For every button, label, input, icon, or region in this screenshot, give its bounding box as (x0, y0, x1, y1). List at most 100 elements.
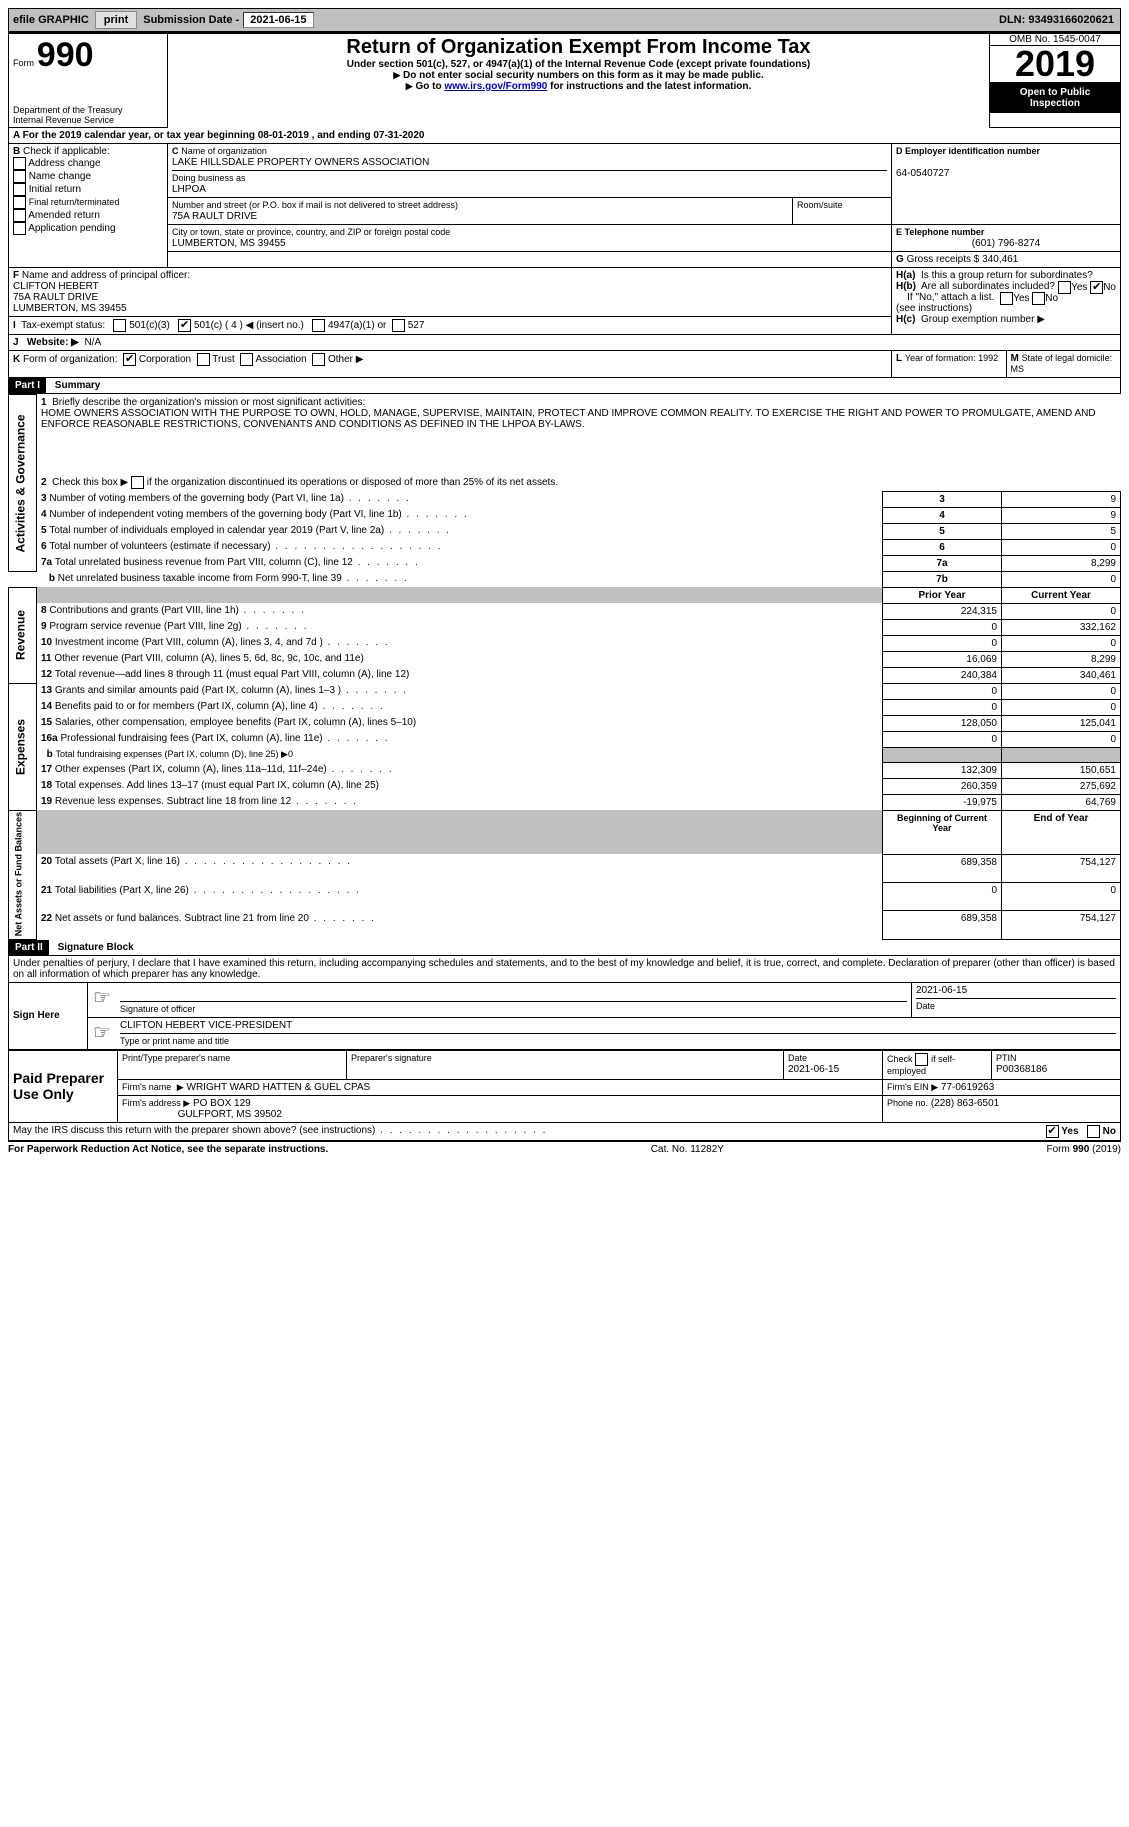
hb-no-checkbox[interactable] (1032, 292, 1045, 305)
exp-line-17: 17 Other expenses (Part IX, column (A), … (9, 762, 1121, 778)
org-name-label: Name of organization (181, 146, 267, 156)
discontinued-checkbox[interactable] (131, 476, 144, 489)
tax-year-begin: 08-01-2019 (258, 130, 309, 141)
amended-return-checkbox[interactable] (13, 209, 26, 222)
efile-label: efile GRAPHIC (9, 14, 93, 26)
rev-line-10: 10 Investment income (Part VIII, column … (9, 635, 1121, 651)
signature-block: Sign Here ☞ Signature of officer 2021-06… (8, 982, 1121, 1050)
form-title: Return of Organization Exempt From Incom… (172, 36, 985, 59)
firm-ein-value: 77-0619263 (941, 1082, 994, 1093)
final-return-checkbox[interactable] (13, 196, 26, 209)
website-value: N/A (84, 337, 101, 348)
ha-no-label: No (1103, 282, 1116, 293)
box-f-label: F (13, 270, 19, 281)
initial-return-checkbox[interactable] (13, 183, 26, 196)
ha-no-checkbox[interactable] (1090, 281, 1103, 294)
city-value: LUMBERTON, MS 39455 (172, 238, 286, 249)
address-change-label: Address change (28, 158, 100, 169)
street-value: 75A RAULT DRIVE (172, 211, 257, 222)
4947-checkbox[interactable] (312, 319, 325, 332)
ha-yes-label: Yes (1071, 282, 1087, 293)
assoc-label: Association (256, 354, 307, 365)
discuss-yes-checkbox[interactable] (1046, 1125, 1059, 1138)
cat-number: Cat. No. 11282Y (651, 1144, 724, 1155)
vlabel-expenses: Expenses (9, 683, 37, 810)
print-button[interactable]: print (95, 11, 137, 29)
dept-treasury: Department of the Treasury (13, 105, 163, 115)
application-pending-checkbox[interactable] (13, 222, 26, 235)
box-i-label: I (13, 320, 16, 331)
other-label: Other ▶ (328, 354, 363, 365)
corp-checkbox[interactable] (123, 353, 136, 366)
dba-label: Doing business as (172, 173, 246, 183)
submission-date-value: 2021-06-15 (243, 12, 313, 28)
dln-label: DLN: (999, 14, 1028, 26)
type-name-label: Type or print name and title (120, 1036, 229, 1046)
application-pending-label: Application pending (28, 223, 115, 234)
part2-header: Part II (9, 940, 49, 955)
tax-year-end: 07-31-2020 (373, 130, 424, 141)
vlabel-balances: Net Assets or Fund Balances (9, 810, 37, 939)
check-label: Check (887, 1054, 913, 1064)
bal-line-22: 22 Net assets or fund balances. Subtract… (9, 911, 1121, 939)
line-a-text: For the 2019 calendar year, or tax year … (23, 130, 258, 141)
l5-num: 5 (41, 525, 47, 536)
discuss-no-checkbox[interactable] (1087, 1125, 1100, 1138)
name-change-checkbox[interactable] (13, 170, 26, 183)
final-return-label: Final return/terminated (29, 197, 120, 207)
vlabel-revenue: Revenue (9, 587, 37, 683)
city-label: City or town, state or province, country… (172, 227, 450, 237)
footer-year: (2019) (1089, 1144, 1121, 1155)
firm-name-label: Firm's name (122, 1082, 171, 1092)
street-label: Number and street (or P.O. box if mail i… (172, 200, 458, 210)
l4-text: Number of independent voting members of … (49, 509, 468, 520)
note-ssn: Do not enter social security numbers on … (403, 70, 764, 81)
website-label: Website: ▶ (27, 337, 79, 348)
org-name: LAKE HILLSDALE PROPERTY OWNERS ASSOCIATI… (172, 157, 429, 168)
phone-label: E Telephone number (896, 227, 984, 237)
box-l-label: L (896, 353, 902, 364)
bal-line-20: 20 Total assets (Part X, line 16)689,358… (9, 854, 1121, 882)
summary-line-7b: b Net unrelated business taxable income … (9, 571, 1121, 587)
firm-addr-value: PO BOX 129 (193, 1098, 251, 1109)
sig-date-label: Date (916, 1001, 935, 1011)
bal-line-21: 21 Total liabilities (Part X, line 26)00 (9, 883, 1121, 911)
other-checkbox[interactable] (312, 353, 325, 366)
firm-name-value: WRIGHT WARD HATTEN & GUEL CPAS (187, 1082, 371, 1093)
501c3-checkbox[interactable] (113, 319, 126, 332)
527-checkbox[interactable] (392, 319, 405, 332)
summary-table: Activities & Governance 1 Briefly descri… (8, 394, 1121, 940)
name-change-label: Name change (29, 171, 91, 182)
l5-box: 5 (883, 523, 1002, 539)
assoc-checkbox[interactable] (240, 353, 253, 366)
gross-receipts-label: Gross receipts $ (907, 254, 980, 265)
current-year-header: Current Year (1002, 587, 1121, 603)
l6-num: 6 (41, 541, 47, 552)
address-change-checkbox[interactable] (13, 157, 26, 170)
501c-checkbox[interactable] (178, 319, 191, 332)
box-b-label: B (13, 146, 20, 157)
trust-checkbox[interactable] (197, 353, 210, 366)
form-word: Form (13, 58, 34, 68)
l6-box: 6 (883, 539, 1002, 555)
sig-officer-label: Signature of officer (120, 1004, 195, 1014)
l5-val: 5 (1002, 523, 1121, 539)
hb-yes-checkbox[interactable] (1000, 292, 1013, 305)
line-a-mid: , and ending (312, 130, 374, 141)
tax-year: 2019 (990, 45, 1120, 83)
note-goto-post: for instructions and the latest informat… (547, 81, 751, 92)
hb-note: If "No," attach a list. (see instruction… (896, 292, 994, 314)
tax-exempt-label: Tax-exempt status: (21, 320, 105, 331)
room-label: Room/suite (797, 200, 843, 210)
ha-yes-checkbox[interactable] (1058, 281, 1071, 294)
self-employed-checkbox[interactable] (915, 1053, 928, 1066)
firm-phone-label: Phone no. (887, 1098, 928, 1108)
prep-date-value: 2021-06-15 (788, 1064, 839, 1075)
l7a-box: 7a (883, 555, 1002, 571)
firm-addr-label: Firm's address ▶ (122, 1098, 190, 1108)
l4-val: 9 (1002, 507, 1121, 523)
open-public: Open to Public (994, 87, 1116, 98)
irs-link[interactable]: www.irs.gov/Form990 (444, 81, 547, 92)
exp-line-16b: b Total fundraising expenses (Part IX, c… (9, 747, 1121, 762)
501c3-label: 501(c)(3) (129, 320, 170, 331)
